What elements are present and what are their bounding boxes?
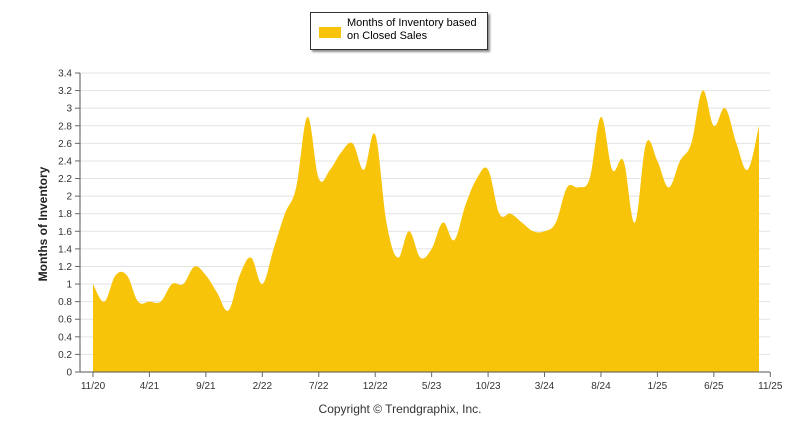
y-tick-label: 2.4 — [58, 156, 72, 167]
y-tick-label: 1.2 — [58, 262, 72, 273]
y-tick-label: 2 — [66, 192, 72, 203]
x-tick-label: 2/22 — [253, 381, 273, 392]
y-tick-label: 1.8 — [58, 209, 72, 220]
months-of-inventory-area — [93, 90, 759, 372]
x-tick-label: 7/22 — [309, 381, 329, 392]
y-axis-ticks: 0 0.2 0.4 0.6 0.8 1 1.2 1.4 1.6 1.8 2 2.2 2.4 2.6 2.8 3… — [58, 69, 80, 379]
x-axis-ticks: 11/20 4/21 9/21 2/22 7/22 12/22 5/23 10/23 3/24 8… — [81, 372, 783, 392]
y-tick-label: 1.6 — [58, 227, 72, 238]
y-tick-label: 0.2 — [58, 350, 72, 361]
y-tick-label: 2.2 — [58, 174, 72, 185]
x-tick-label: 1/25 — [648, 381, 668, 392]
y-tick-label: 3.2 — [58, 86, 72, 97]
x-tick-label: 5/23 — [422, 381, 442, 392]
x-tick-label: 12/22 — [363, 381, 388, 392]
legend: Months of Inventory based on Closed Sale… — [310, 12, 488, 50]
y-tick-label: 2.8 — [58, 121, 72, 132]
y-tick-label: 0.4 — [58, 332, 72, 343]
x-tick-label: 4/21 — [140, 381, 160, 392]
legend-swatch — [319, 27, 341, 38]
x-tick-label: 10/23 — [476, 381, 501, 392]
axes — [79, 73, 770, 373]
copyright-notice: Copyright © Trendgraphix, Inc. — [318, 402, 482, 416]
y-tick-label: 3 — [66, 104, 72, 115]
legend-label-line2: on Closed Sales — [347, 30, 428, 42]
x-tick-label: 8/24 — [591, 381, 611, 392]
y-tick-label: 0.8 — [58, 297, 72, 308]
y-tick-label: 3.4 — [58, 69, 72, 80]
x-tick-label: 11/25 — [758, 381, 783, 392]
legend-label: Months of Inventory based on Closed Sale… — [347, 17, 487, 43]
y-tick-label: 2.6 — [58, 139, 72, 150]
series-area — [93, 90, 759, 372]
y-tick-label: 0.6 — [58, 315, 72, 326]
y-axis-label: Months of Inventory — [36, 166, 50, 281]
x-tick-label: 6/25 — [704, 381, 724, 392]
legend-label-line1: Months of Inventory based — [347, 17, 477, 29]
x-tick-label: 11/20 — [81, 381, 106, 392]
y-tick-label: 1 — [66, 280, 72, 291]
x-tick-label: 9/21 — [196, 381, 216, 392]
x-tick-label: 3/24 — [535, 381, 555, 392]
y-tick-label: 1.4 — [58, 244, 72, 255]
y-tick-label: 0 — [66, 368, 72, 379]
